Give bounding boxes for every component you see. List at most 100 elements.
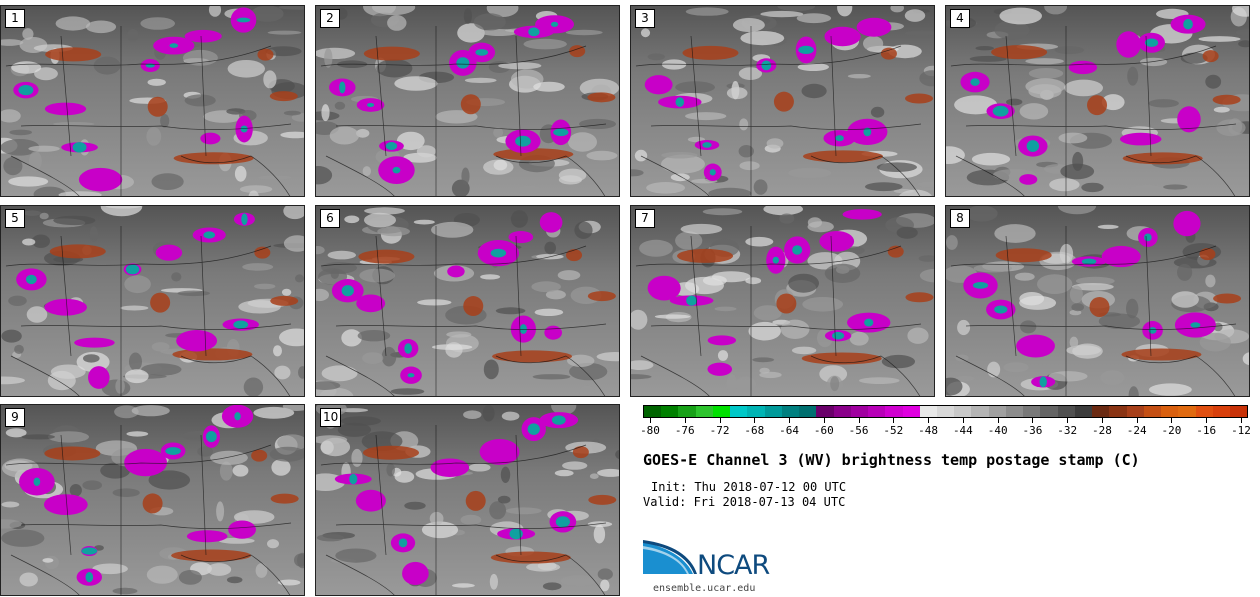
- stamp-panel-5: 5: [0, 205, 305, 397]
- stamp-panel-10: 10: [315, 404, 620, 596]
- colorbar-segment: [816, 406, 834, 417]
- wv-imagery: [1, 6, 304, 196]
- colorbar-tick-label: -28: [1092, 424, 1112, 437]
- wv-imagery: [1, 206, 304, 396]
- website-url: ensemble.ucar.edu: [653, 583, 756, 594]
- panel-number: 5: [5, 209, 25, 228]
- ncar-logo-icon: [643, 540, 697, 574]
- colorbar-segment: [1126, 406, 1144, 417]
- colorbar-segment: [661, 406, 679, 417]
- colorbar-segment: [1092, 406, 1110, 417]
- colorbar-segment: [1212, 406, 1230, 417]
- colorbar-tick: [997, 418, 999, 423]
- colorbar-tick-label: -40: [987, 424, 1008, 437]
- colorbar-segment: [1023, 406, 1041, 417]
- colorbar-tick-label: -64: [779, 424, 799, 437]
- colorbar-tick-label: -72: [709, 424, 730, 437]
- colorbar-segment: [936, 406, 955, 417]
- colorbar-segment: [1074, 406, 1093, 417]
- colorbar-tick: [1206, 418, 1208, 423]
- colorbar-tick-label: -68: [744, 424, 765, 437]
- wv-imagery: [946, 206, 1249, 396]
- colorbar-tick: [1032, 418, 1034, 423]
- wv-imagery: [946, 6, 1249, 196]
- stamp-panel-3: 3: [630, 5, 935, 197]
- colorbar-tick-label: -36: [1022, 424, 1043, 437]
- colorbar-tick-label: -44: [952, 424, 973, 437]
- stamp-panel-6: 6: [315, 205, 620, 397]
- colorbar-tick: [789, 418, 791, 423]
- colorbar-segment: [799, 406, 817, 417]
- ncar-logo-text: NCAR: [697, 550, 770, 581]
- colorbar-segment: [1143, 406, 1162, 417]
- colorbar-segment: [781, 406, 800, 417]
- stamp-panel-8: 8: [945, 205, 1250, 397]
- colorbar-tick: [1241, 418, 1242, 423]
- colorbar-segment: [695, 406, 713, 417]
- colorbar-segment: [833, 406, 851, 417]
- colorbar-tick: [962, 418, 964, 423]
- init-time: Init: Thu 2018-07-12 00 UTC: [651, 480, 847, 494]
- colorbar-segment: [1195, 406, 1213, 417]
- panel-number: 4: [950, 9, 970, 28]
- colorbar-tick: [1067, 418, 1069, 423]
- valid-time: Valid: Fri 2018-07-13 04 UTC: [643, 495, 846, 509]
- colorbar-tick-label: -48: [918, 424, 939, 437]
- stamp-panel-2: 2: [315, 5, 620, 197]
- colorbar-segment: [988, 406, 1006, 417]
- colorbar-tick: [684, 418, 686, 423]
- colorbar-tick-label: -20: [1161, 424, 1182, 437]
- panel-number: 8: [950, 209, 970, 228]
- colorbar-segment: [712, 406, 731, 417]
- wv-imagery: [316, 405, 619, 595]
- wv-imagery: [631, 6, 934, 196]
- stamp-panel-9: 9: [0, 404, 305, 596]
- stamp-panel-1: 1: [0, 5, 305, 197]
- panel-number: 1: [5, 9, 25, 28]
- colorbar-tick: [823, 418, 825, 423]
- panel-number: 3: [635, 9, 655, 28]
- stamp-panel-4: 4: [945, 5, 1250, 197]
- colorbar-tick: [858, 418, 860, 423]
- colorbar-segment: [885, 406, 903, 417]
- colorbar: [643, 405, 1248, 418]
- colorbar-tick-label: -80: [640, 424, 660, 437]
- colorbar-segment: [1178, 406, 1196, 417]
- colorbar-segment: [902, 406, 920, 417]
- colorbar-tick-label: -52: [883, 424, 904, 437]
- colorbar-segment: [971, 406, 989, 417]
- colorbar-tick-label: -16: [1196, 424, 1217, 437]
- panel-number: 2: [320, 9, 340, 28]
- colorbar-segment: [644, 406, 662, 417]
- wv-imagery: [316, 6, 619, 196]
- colorbar-segment: [1005, 406, 1024, 417]
- colorbar-tick: [1171, 418, 1173, 423]
- colorbar-tick-label: -56: [848, 424, 869, 437]
- stamp-panel-7: 7: [630, 205, 935, 397]
- colorbar-tick: [928, 418, 930, 423]
- panel-number: 10: [320, 408, 342, 427]
- colorbar-tick: [1136, 418, 1138, 423]
- colorbar-segment: [954, 406, 972, 417]
- colorbar-tick: [719, 418, 721, 423]
- colorbar-tick-label: -76: [674, 424, 695, 437]
- panel-number: 6: [320, 209, 340, 228]
- colorbar-tick-label: -60: [813, 424, 834, 437]
- colorbar-segment: [747, 406, 765, 417]
- colorbar-tick: [1101, 418, 1103, 423]
- colorbar-segment: [1057, 406, 1075, 417]
- figure-title: GOES-E Channel 3 (WV) brightness temp po…: [643, 451, 1140, 469]
- colorbar-tick: [650, 418, 651, 423]
- colorbar-tick-label: -32: [1057, 424, 1078, 437]
- colorbar-segment: [1040, 406, 1058, 417]
- wv-imagery: [316, 206, 619, 396]
- colorbar-segment: [919, 406, 937, 417]
- colorbar-segment: [1109, 406, 1127, 417]
- colorbar-segment: [1229, 406, 1248, 417]
- colorbar-segment: [764, 406, 782, 417]
- wv-imagery: [631, 206, 934, 396]
- panel-number: 7: [635, 209, 655, 228]
- colorbar-tick: [754, 418, 756, 423]
- colorbar-tick-label: -24: [1126, 424, 1147, 437]
- colorbar-tick: [893, 418, 895, 423]
